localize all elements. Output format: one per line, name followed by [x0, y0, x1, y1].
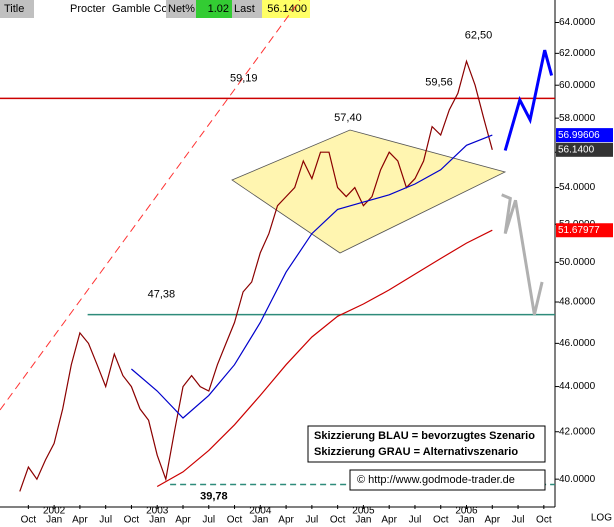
x-tick-label: Jan — [458, 515, 474, 526]
y-tick-label: 54.0000 — [559, 182, 596, 193]
y-tick-label: 48.0000 — [559, 297, 596, 308]
x-tick-label: Oct — [21, 515, 37, 526]
year-label: 2003 — [146, 506, 169, 517]
x-tick-label: Apr — [381, 515, 397, 526]
header-name: Procter — [70, 3, 106, 15]
axis-label: LOG — [591, 513, 612, 524]
value-tag — [556, 128, 613, 143]
x-tick-label: Jan — [149, 515, 165, 526]
x-tick-label: Jul — [99, 515, 112, 526]
header-cell — [0, 0, 34, 18]
header-cell — [166, 0, 196, 18]
value-tag — [556, 142, 613, 157]
y-tick-label: 62.0000 — [559, 48, 596, 59]
y-tick-label: 58.0000 — [559, 113, 596, 124]
x-tick-label: Apr — [72, 515, 88, 526]
value-tag-label: 56.99606 — [558, 130, 600, 141]
x-tick-label: Oct — [433, 515, 449, 526]
legend-box — [307, 425, 546, 463]
header-net: 1.02 — [208, 3, 229, 15]
value-tag — [556, 223, 613, 238]
x-tick-label: Apr — [485, 515, 501, 526]
header: Title Procter Gamble Co Net% 1.02 Last 5… — [0, 0, 310, 18]
y-tick-label: 60.0000 — [559, 80, 596, 91]
value-tag-label: 51.67977 — [558, 225, 600, 236]
x-tick-label: Oct — [227, 515, 243, 526]
legend: Skizzierung BLAU = bevorzugtes Szenario … — [307, 425, 546, 491]
value-tag-label: 56.1400 — [558, 144, 595, 155]
x-tick-label: Oct — [124, 515, 140, 526]
legend-text: Skizzierung GRAU = Alternativszenario — [314, 446, 518, 458]
x-tick-label: Jan — [46, 515, 62, 526]
level-label: 59,19 — [230, 72, 258, 84]
x-tick-label: Jan — [355, 515, 371, 526]
year-label: 2002 — [43, 506, 66, 517]
x-tick-label: Jul — [512, 515, 525, 526]
x-tick-label: Oct — [536, 515, 552, 526]
peak-label: 59,56 — [425, 76, 453, 88]
y-tick-label: 64.0000 — [559, 17, 596, 28]
year-label: 2006 — [455, 506, 478, 517]
legend-text: Skizzierung BLAU = bevorzugtes Szenario — [314, 430, 535, 442]
header-title: Title — [4, 3, 24, 15]
header-name: Gamble Co — [112, 3, 168, 15]
x-tick-label: Jul — [409, 515, 422, 526]
level-label: 39,78 — [200, 490, 228, 502]
year-label: 2004 — [249, 506, 272, 517]
header-cell — [196, 0, 232, 18]
x-tick-label: Jul — [305, 515, 318, 526]
series-line — [501, 193, 544, 315]
x-tick-label: Jul — [202, 515, 215, 526]
x-tick-label: Jan — [252, 515, 268, 526]
peak-label: 57,40 — [334, 112, 362, 124]
source-box — [349, 469, 546, 491]
x-tick-label: Apr — [278, 515, 294, 526]
header-cell — [232, 0, 262, 18]
header-cell — [262, 0, 310, 18]
year-label: 2005 — [352, 506, 375, 517]
series-line — [131, 134, 493, 419]
series-line — [19, 59, 493, 492]
y-tick-label: 50.0000 — [559, 257, 596, 268]
source: © http://www.godmode-trader.de — [357, 474, 515, 486]
x-tick-label: Oct — [330, 515, 346, 526]
y-tick-label: 46.0000 — [559, 338, 596, 349]
series-line — [156, 229, 493, 488]
trend-channel — [0, 0, 301, 411]
header-net-label: Net% — [168, 3, 195, 15]
peak-label: 62,50 — [465, 29, 493, 41]
level-label: 47,38 — [148, 289, 176, 301]
y-tick-label: 40.0000 — [559, 474, 596, 485]
y-tick-label: 42.0000 — [559, 426, 596, 437]
header-last-label: Last — [234, 3, 255, 15]
header-last: 56.1400 — [267, 3, 307, 15]
y-tick-label: 44.0000 — [559, 381, 596, 392]
triangle-pattern — [231, 129, 507, 254]
series-line — [503, 49, 554, 151]
x-tick-label: Apr — [175, 515, 191, 526]
